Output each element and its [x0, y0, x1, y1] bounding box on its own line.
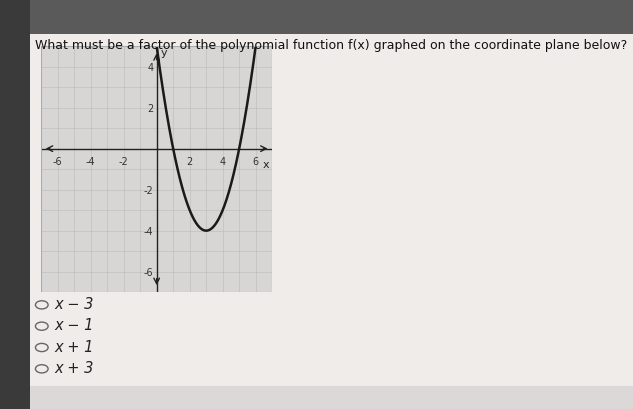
Text: -2: -2 [119, 156, 128, 166]
Text: What must be a factor of the polynomial function f(x) graphed on the coordinate : What must be a factor of the polynomial … [35, 39, 627, 52]
Text: Nex: Nex [482, 391, 505, 404]
Text: y: y [161, 48, 167, 58]
Text: 4: 4 [220, 156, 226, 166]
Bar [41, 47, 272, 292]
Text: x − 3: x − 3 [54, 297, 94, 311]
Text: 6: 6 [253, 156, 259, 166]
Text: x + 1: x + 1 [54, 339, 94, 354]
Text: -4: -4 [86, 156, 96, 166]
Text: 2: 2 [147, 103, 153, 113]
Text: Mark this and return: Mark this and return [37, 393, 151, 402]
Text: -6: -6 [53, 156, 63, 166]
Text: -2: -2 [144, 185, 153, 195]
Text: 4: 4 [147, 63, 153, 72]
Text: x − 1: x − 1 [54, 318, 94, 333]
Text: Save and Exit: Save and Exit [342, 391, 423, 404]
Text: -6: -6 [144, 267, 153, 277]
Text: x + 3: x + 3 [54, 360, 94, 375]
Text: -4: -4 [144, 226, 153, 236]
Text: x: x [262, 160, 269, 169]
Text: 2: 2 [187, 156, 193, 166]
